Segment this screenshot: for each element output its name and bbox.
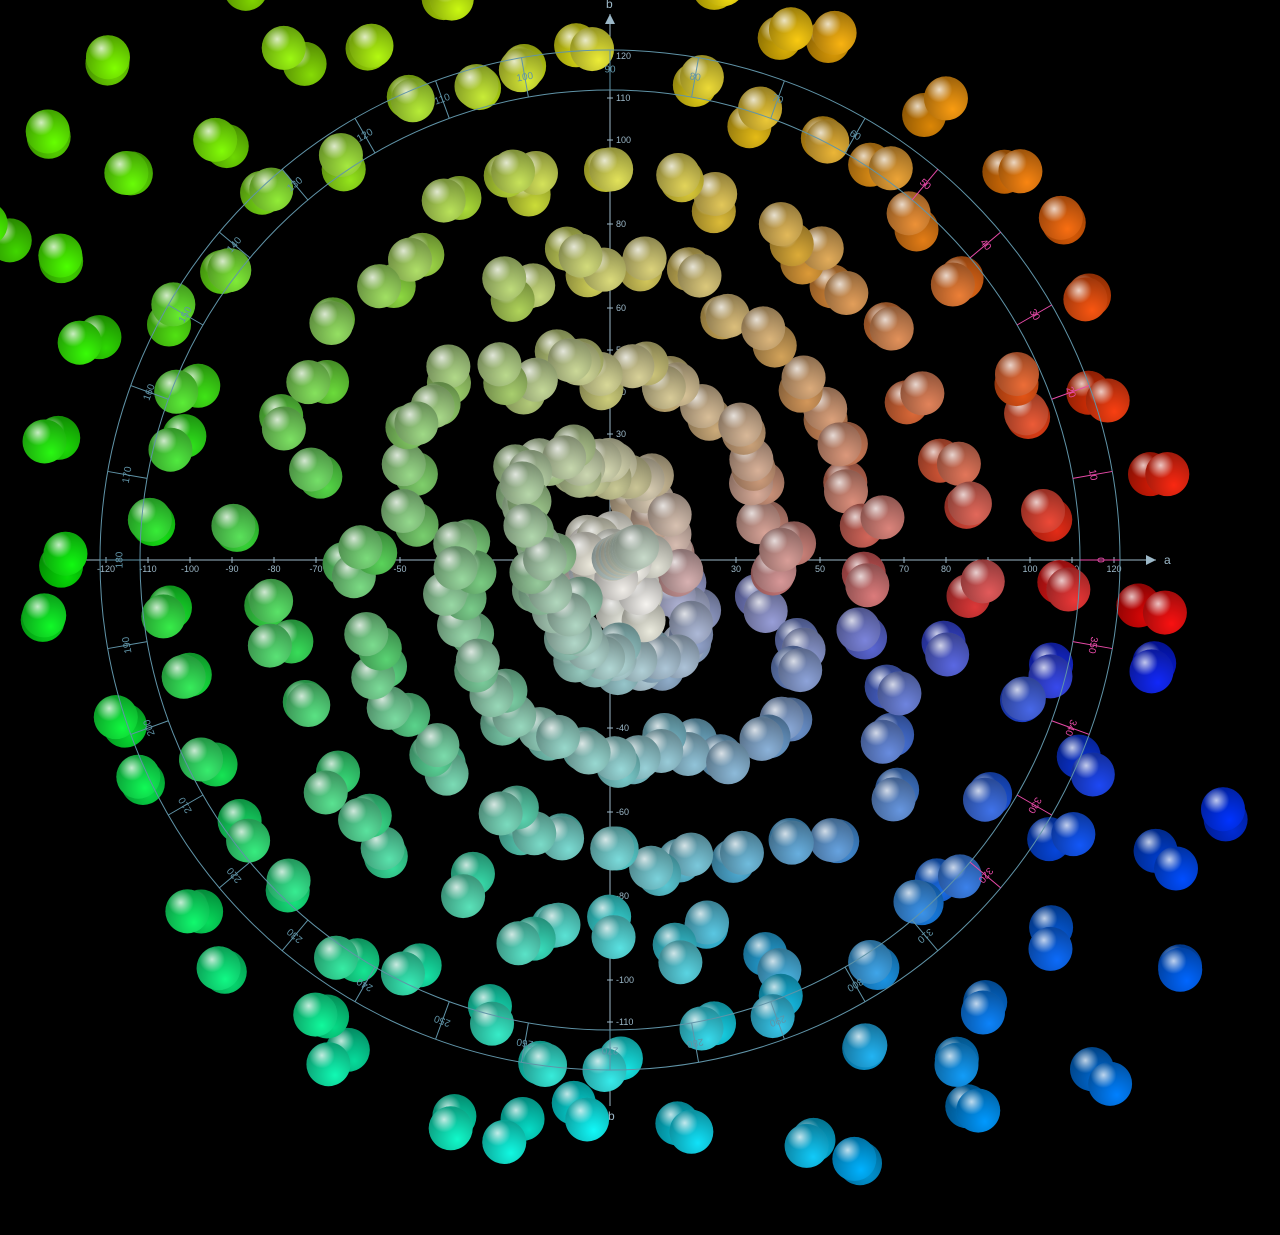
svg-text:10: 10 xyxy=(1086,469,1099,482)
color-space-plot: a-ab-b-120-110-100-90-80-70-60-50-40-30-… xyxy=(0,0,1280,1235)
svg-text:0: 0 xyxy=(1094,557,1105,563)
svg-text:70: 70 xyxy=(770,93,785,107)
svg-text:340: 340 xyxy=(1062,718,1078,738)
svg-text:30: 30 xyxy=(1027,308,1042,324)
svg-text:130: 130 xyxy=(285,175,305,194)
svg-text:320: 320 xyxy=(975,865,994,885)
svg-text:260: 260 xyxy=(515,1035,534,1049)
svg-text:190: 190 xyxy=(121,635,135,654)
svg-text:270: 270 xyxy=(601,1044,618,1055)
svg-text:250: 250 xyxy=(432,1012,452,1028)
svg-text:310: 310 xyxy=(915,926,935,945)
svg-text:170: 170 xyxy=(121,465,135,484)
svg-text:60: 60 xyxy=(847,128,863,143)
svg-text:350: 350 xyxy=(1085,636,1099,655)
svg-text:200: 200 xyxy=(142,717,158,737)
svg-text:110: 110 xyxy=(433,92,452,108)
svg-text:280: 280 xyxy=(685,1036,704,1050)
svg-text:330: 330 xyxy=(1025,795,1043,815)
svg-text:80: 80 xyxy=(689,71,702,84)
svg-text:20: 20 xyxy=(1063,385,1077,400)
svg-text:240: 240 xyxy=(355,975,375,993)
svg-text:180: 180 xyxy=(115,551,126,568)
svg-text:220: 220 xyxy=(225,865,244,885)
svg-text:230: 230 xyxy=(285,925,305,944)
svg-text:140: 140 xyxy=(225,235,244,255)
svg-text:300: 300 xyxy=(845,975,865,993)
svg-text:160: 160 xyxy=(142,382,158,402)
svg-text:290: 290 xyxy=(767,1012,787,1028)
svg-text:210: 210 xyxy=(177,795,195,815)
svg-text:100: 100 xyxy=(516,71,535,85)
svg-text:120: 120 xyxy=(355,127,375,145)
hue-ring-layer: 0102030405060708090100110120130140150160… xyxy=(0,0,1280,1235)
svg-text:90: 90 xyxy=(604,65,616,76)
svg-text:150: 150 xyxy=(177,305,195,325)
